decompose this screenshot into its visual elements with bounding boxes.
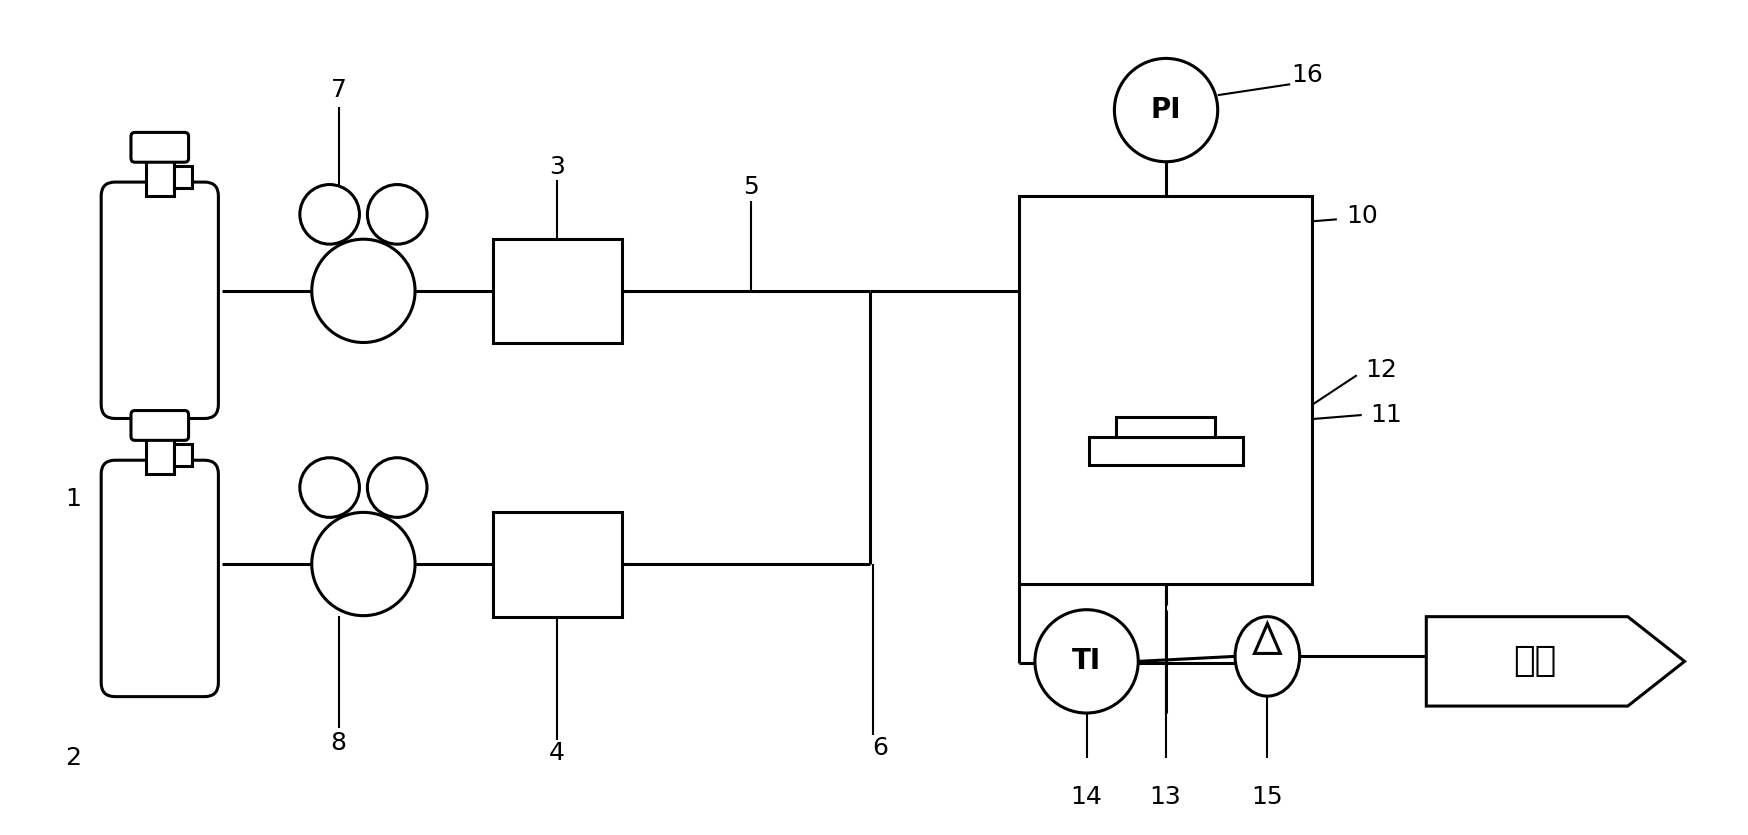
Circle shape: [1035, 610, 1138, 713]
Text: 1: 1: [65, 488, 82, 512]
FancyBboxPatch shape: [131, 411, 189, 440]
FancyBboxPatch shape: [101, 182, 218, 418]
FancyBboxPatch shape: [101, 460, 218, 696]
Bar: [173, 166, 192, 188]
Ellipse shape: [1236, 617, 1301, 696]
Text: PI: PI: [1150, 96, 1182, 124]
Text: 3: 3: [549, 154, 565, 179]
Text: 14: 14: [1070, 786, 1103, 809]
Text: 10: 10: [1346, 205, 1377, 228]
Circle shape: [301, 458, 360, 518]
Circle shape: [311, 239, 414, 342]
Circle shape: [301, 185, 360, 244]
Text: 7: 7: [330, 78, 346, 102]
Bar: [493, 513, 622, 617]
Circle shape: [311, 513, 414, 615]
Bar: [145, 437, 173, 474]
Text: 8: 8: [330, 731, 346, 755]
Text: 12: 12: [1365, 358, 1398, 382]
Circle shape: [367, 458, 427, 518]
Text: 15: 15: [1252, 786, 1283, 809]
Polygon shape: [1426, 617, 1685, 706]
Bar: [145, 159, 173, 196]
Text: 6: 6: [872, 736, 888, 760]
Text: 5: 5: [743, 175, 759, 199]
Text: 11: 11: [1370, 403, 1402, 427]
Circle shape: [367, 185, 427, 244]
Text: 2: 2: [65, 746, 82, 770]
Polygon shape: [1255, 624, 1280, 654]
Text: 排気: 排気: [1514, 645, 1556, 678]
Bar: [1019, 196, 1313, 584]
Text: 16: 16: [1292, 63, 1323, 88]
FancyBboxPatch shape: [131, 133, 189, 162]
Text: 4: 4: [549, 741, 565, 765]
Bar: [1115, 417, 1215, 437]
Text: TI: TI: [1072, 647, 1101, 676]
Circle shape: [1115, 58, 1218, 162]
Bar: [1089, 437, 1243, 465]
Bar: [173, 444, 192, 466]
Text: 13: 13: [1150, 786, 1182, 809]
Bar: [493, 239, 622, 343]
